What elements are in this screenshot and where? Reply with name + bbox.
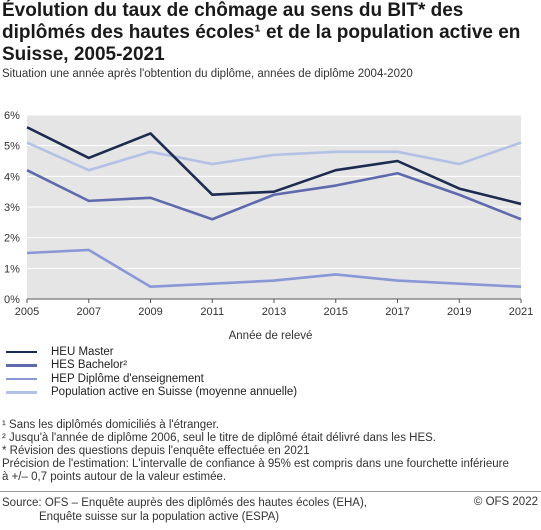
footnote: * Révision des questions depuis l'enquêt… — [2, 445, 310, 457]
x-axis-label: Année de relevé — [228, 330, 313, 342]
legend-label-hes-bachelor: HES Bachelor² — [51, 359, 128, 372]
x-tick-label: 2011 — [200, 306, 224, 318]
source-line-2: Enquête suisse sur la population active … — [39, 511, 280, 523]
y-tick-label: 2% — [4, 233, 20, 245]
chart-subtitle: Situation une année après l'obtention du… — [2, 68, 413, 80]
y-tick-label: 6% — [4, 110, 20, 122]
legend-label-heu-master: HEU Master — [51, 345, 114, 358]
legend-swatch-heu-master — [6, 350, 37, 353]
source-line-1: Source: OFS – Enquête auprès des diplômé… — [2, 497, 368, 509]
legend-item-hep-diplome: HEP Diplôme d'enseignement — [6, 372, 297, 386]
x-tick-label: 2013 — [262, 306, 286, 318]
line-chart: 0% 1% 2% 3% 4% 5% 6% 2005 2007 2009 2011 2013 2015 20… — [4, 110, 533, 318]
legend: HEU Master HES Bachelor² HEP Diplôme d'e… — [6, 345, 297, 399]
y-tick-label: 3% — [4, 202, 20, 214]
divider — [0, 491, 541, 492]
y-tick-label: 0% — [4, 294, 20, 306]
x-tick-label: 2015 — [324, 306, 348, 318]
source: Source: OFS – Enquête auprès des diplômé… — [2, 496, 367, 524]
footnotes: ¹ Sans les diplômés domiciliés à l'étran… — [2, 419, 532, 484]
y-tick-label: 1% — [4, 263, 20, 275]
series-line-3 — [26, 141, 522, 172]
chart-title: Évolution du taux de chômage au sens du … — [2, 0, 521, 65]
footnote: à +/– 0,7 points autour de la valeur est… — [2, 471, 227, 483]
series-line-2 — [26, 248, 522, 289]
x-tick-label: 2005 — [15, 306, 39, 318]
series-line-1 — [26, 169, 522, 221]
legend-item-hes-bachelor: HES Bachelor² — [6, 359, 297, 373]
footnote: Précision de l'estimation: L'intervalle … — [2, 458, 509, 470]
legend-label-population-active: Population active en Suisse (moyenne ann… — [51, 386, 298, 399]
series-line-0 — [26, 126, 522, 206]
legend-item-heu-master: HEU Master — [6, 345, 297, 359]
footnote: ² Jusqu'à l'année de diplôme 2006, seul … — [2, 432, 436, 444]
legend-label-hep-diplome: HEP Diplôme d'enseignement — [51, 372, 204, 385]
legend-swatch-hes-bachelor — [6, 364, 37, 367]
x-tick-label: 2019 — [447, 306, 471, 318]
y-tick-label: 4% — [4, 171, 20, 183]
legend-item-population-active: Population active en Suisse (moyenne ann… — [6, 386, 297, 400]
x-tick-label: 2017 — [385, 306, 409, 318]
x-tick-label: 2021 — [509, 306, 533, 318]
copyright: © OFS 2022 — [473, 496, 538, 508]
footnote: ¹ Sans les diplômés domiciliés à l'étran… — [2, 419, 219, 431]
legend-swatch-population-active — [6, 391, 37, 394]
legend-swatch-hep-diplome — [6, 377, 37, 380]
y-tick-label: 5% — [4, 141, 20, 153]
x-tick-label: 2009 — [138, 306, 162, 318]
x-tick-label: 2007 — [77, 306, 101, 318]
